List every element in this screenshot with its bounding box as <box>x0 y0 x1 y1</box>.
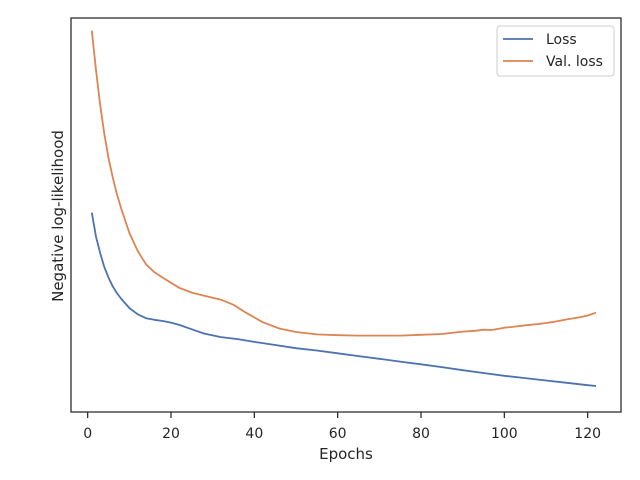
legend-label-val-loss: Val. loss <box>546 54 603 70</box>
x-tick-label: 20 <box>162 426 180 442</box>
x-axis-ticks: 0 20 40 60 80 100 120 <box>83 412 601 442</box>
series-line-val-loss <box>90 30 597 337</box>
x-axis-label: Epochs <box>319 445 373 463</box>
legend: Loss Val. loss <box>496 25 615 77</box>
x-tick-label: 60 <box>329 426 347 442</box>
legend-label-loss: Loss <box>546 32 577 48</box>
plot-frame <box>70 17 622 413</box>
plot-area <box>71 18 621 412</box>
series-line-loss <box>90 212 597 387</box>
x-tick-label: 0 <box>83 426 92 442</box>
x-tick-label: 40 <box>245 426 263 442</box>
y-axis-label: Negative log-likelihood <box>49 130 67 302</box>
x-tick-label: 80 <box>412 426 430 442</box>
x-tick-label: 120 <box>574 426 601 442</box>
series-layer <box>90 30 597 387</box>
x-tick-label: 100 <box>491 426 518 442</box>
